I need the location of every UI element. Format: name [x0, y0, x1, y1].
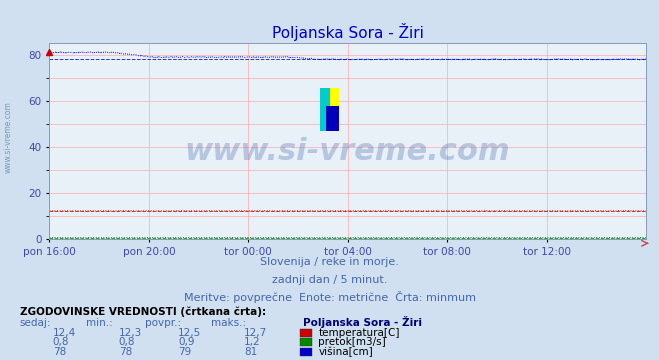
Bar [320, 88, 330, 131]
Text: 78: 78 [53, 347, 66, 357]
Bar [320, 88, 339, 131]
Text: 78: 78 [119, 347, 132, 357]
Text: 12,7: 12,7 [244, 328, 267, 338]
Text: temperatura[C]: temperatura[C] [318, 328, 400, 338]
Text: 0,8: 0,8 [53, 337, 69, 347]
Text: pretok[m3/s]: pretok[m3/s] [318, 337, 386, 347]
Title: Poljanska Sora - Žiri: Poljanska Sora - Žiri [272, 23, 424, 41]
Text: 81: 81 [244, 347, 257, 357]
Text: 12,4: 12,4 [53, 328, 76, 338]
Text: višina[cm]: višina[cm] [318, 347, 373, 357]
Text: 1,2: 1,2 [244, 337, 260, 347]
Text: sedaj:: sedaj: [20, 318, 51, 328]
Text: 12,5: 12,5 [178, 328, 201, 338]
Text: ZGODOVINSKE VREDNOSTI (črtkana črta):: ZGODOVINSKE VREDNOSTI (črtkana črta): [20, 306, 266, 317]
Text: www.si-vreme.com: www.si-vreme.com [185, 136, 511, 166]
Text: maks.:: maks.: [211, 318, 246, 328]
Text: 0,9: 0,9 [178, 337, 194, 347]
Text: 79: 79 [178, 347, 191, 357]
Bar [326, 105, 339, 131]
Text: Meritve: povprečne  Enote: metrične  Črta: minmum: Meritve: povprečne Enote: metrične Črta:… [183, 291, 476, 303]
Text: 12,3: 12,3 [119, 328, 142, 338]
Text: zadnji dan / 5 minut.: zadnji dan / 5 minut. [272, 275, 387, 285]
Text: min.:: min.: [86, 318, 113, 328]
Text: povpr.:: povpr.: [145, 318, 181, 328]
Text: www.si-vreme.com: www.si-vreme.com [3, 101, 13, 173]
Text: 0,8: 0,8 [119, 337, 135, 347]
Text: Poljanska Sora - Žiri: Poljanska Sora - Žiri [303, 316, 422, 328]
Text: Slovenija / reke in morje.: Slovenija / reke in morje. [260, 257, 399, 267]
